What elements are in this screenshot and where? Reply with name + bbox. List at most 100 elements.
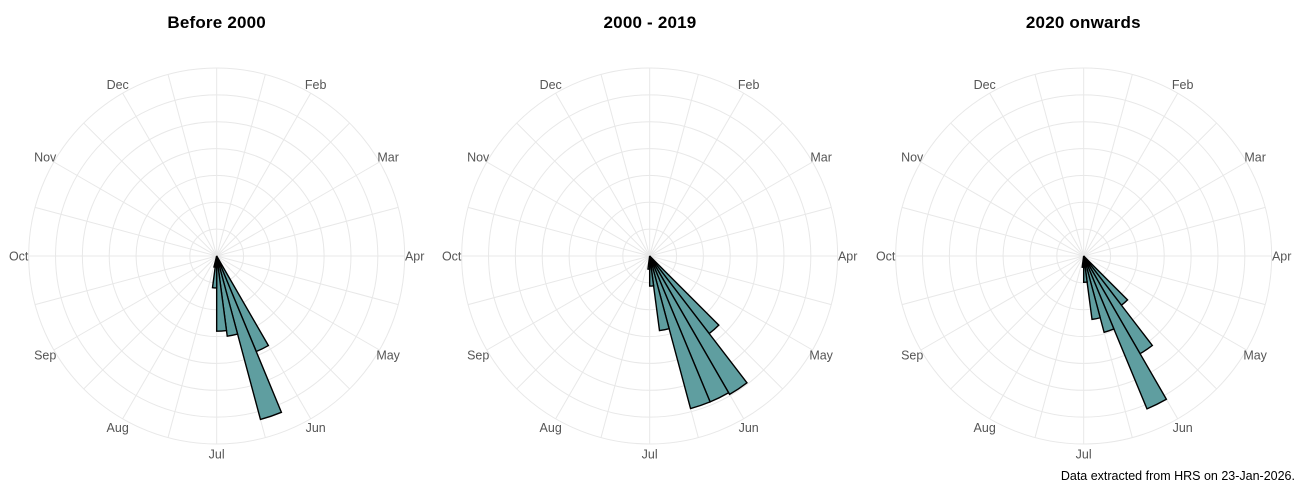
panel-2000-2019: 2000 - 2019 Feb Mar Apr May Jun Jul Aug Sep Oct N… [433, 0, 866, 500]
month-label-mar: Mar [811, 150, 833, 164]
grid-spoke [600, 74, 651, 257]
month-labels: Feb Mar Apr May Jun Jul Aug Sep Oct Nov Dec [9, 78, 424, 461]
grid-spoke [555, 92, 651, 257]
grid-spoke [920, 161, 1084, 257]
petal [215, 255, 283, 421]
petal [647, 255, 651, 270]
grid-spoke [216, 74, 266, 257]
petal [215, 255, 228, 332]
grid-spoke [950, 255, 1084, 390]
month-label-sep: Sep [34, 348, 56, 362]
month-label-mar: Mar [377, 150, 399, 164]
grid-spoke [1082, 122, 1217, 257]
month-label-may: May [376, 348, 400, 362]
month-label-sep: Sep [467, 348, 489, 362]
rose-chart-2020-onwards: Feb Mar Apr May Jun Jul Aug Sep Oct Nov Dec [876, 67, 1291, 461]
chart-title-before-2000: Before 2000 [167, 13, 266, 32]
grid-spoke [516, 255, 651, 390]
grid-spoke [649, 255, 814, 351]
petal [213, 255, 218, 268]
month-label-jun: Jun [1172, 421, 1192, 435]
rose-chart-before-2000: Feb Mar Apr May Jun Jul Aug Sep Oct Nov Dec [9, 67, 424, 461]
grid-spoke [53, 255, 217, 351]
grid-spoke [216, 92, 312, 257]
month-label-nov: Nov [34, 150, 57, 164]
month-label-jun: Jun [306, 421, 326, 435]
grid-spoke [468, 206, 651, 257]
grid-spoke [122, 255, 218, 420]
grid-spoke [1082, 74, 1133, 257]
grid-spoke [1034, 255, 1084, 438]
month-label-may: May [810, 348, 834, 362]
grid-spoke [901, 255, 1084, 306]
month-label-oct: Oct [442, 249, 462, 263]
grid-spoke [649, 206, 832, 257]
grid-spoke [167, 255, 218, 438]
grid-spoke [1083, 255, 1266, 306]
grid-spoke [216, 206, 399, 257]
grid-spoke [901, 206, 1084, 257]
month-label-aug: Aug [107, 421, 129, 435]
month-label-may: May [1243, 348, 1267, 362]
month-label-feb: Feb [738, 78, 760, 92]
grid-spoke [649, 122, 784, 257]
grid-spoke [950, 122, 1084, 257]
month-label-jul: Jul [642, 447, 658, 461]
grid-spoke [988, 255, 1084, 420]
petal [649, 255, 712, 410]
grid-spoke [53, 161, 217, 257]
month-labels: Feb Mar Apr May Jun Jul Aug Sep Oct Nov Dec [442, 78, 857, 461]
grid-spoke [34, 206, 217, 257]
month-label-oct: Oct [876, 249, 896, 263]
panel-before-2000: Before 2000 Feb Mar Apr May Jun Jul Aug Sep Oct N… [0, 0, 433, 500]
figure-caption: Data extracted from HRS on 23-Jan-2026. [1060, 469, 1295, 483]
grid-spoke [649, 92, 745, 257]
petal [1082, 255, 1101, 321]
grid-spoke [649, 255, 832, 306]
grid-spoke [216, 161, 380, 257]
petal [1082, 255, 1088, 284]
month-label-apr: Apr [838, 249, 857, 263]
month-label-jun: Jun [739, 421, 759, 435]
polar-grid [28, 67, 406, 445]
petals [647, 255, 749, 410]
grid-spoke [216, 122, 350, 257]
grid-spoke [468, 255, 651, 306]
month-label-dec: Dec [540, 78, 562, 92]
month-label-sep: Sep [901, 348, 923, 362]
grid-spoke [83, 122, 218, 257]
petal [1081, 255, 1085, 268]
month-label-mar: Mar [1244, 150, 1266, 164]
petal [649, 255, 749, 396]
grid-spoke [1082, 92, 1178, 257]
grid-spoke [1034, 74, 1084, 257]
grid-spoke [920, 255, 1084, 351]
month-label-apr: Apr [1272, 249, 1291, 263]
grid-spoke [83, 255, 218, 390]
chart-title-2020-onwards: 2020 onwards [1025, 13, 1141, 32]
chart-title-2000-2019: 2000 - 2019 [603, 13, 697, 32]
grid-spoke [649, 74, 700, 257]
month-label-jul: Jul [209, 447, 225, 461]
month-label-nov: Nov [467, 150, 490, 164]
month-label-feb: Feb [305, 78, 327, 92]
grid-spoke [216, 255, 350, 390]
grid-spoke [988, 92, 1084, 257]
rose-chart-2000-2019: Feb Mar Apr May Jun Jul Aug Sep Oct Nov Dec [442, 67, 858, 461]
petals [211, 255, 283, 421]
month-label-dec: Dec [973, 78, 995, 92]
month-label-dec: Dec [107, 78, 129, 92]
grid-spoke [600, 255, 651, 438]
petal [649, 255, 671, 332]
grid-spoke [122, 92, 218, 257]
petal [1082, 255, 1115, 334]
grid-spoke [486, 255, 651, 351]
petal [1082, 255, 1168, 410]
month-label-jul: Jul [1075, 447, 1091, 461]
grid-spoke [167, 74, 218, 257]
grid-spoke [34, 255, 217, 306]
grid-spoke [1083, 206, 1266, 257]
month-label-aug: Aug [540, 421, 562, 435]
month-label-apr: Apr [405, 249, 424, 263]
